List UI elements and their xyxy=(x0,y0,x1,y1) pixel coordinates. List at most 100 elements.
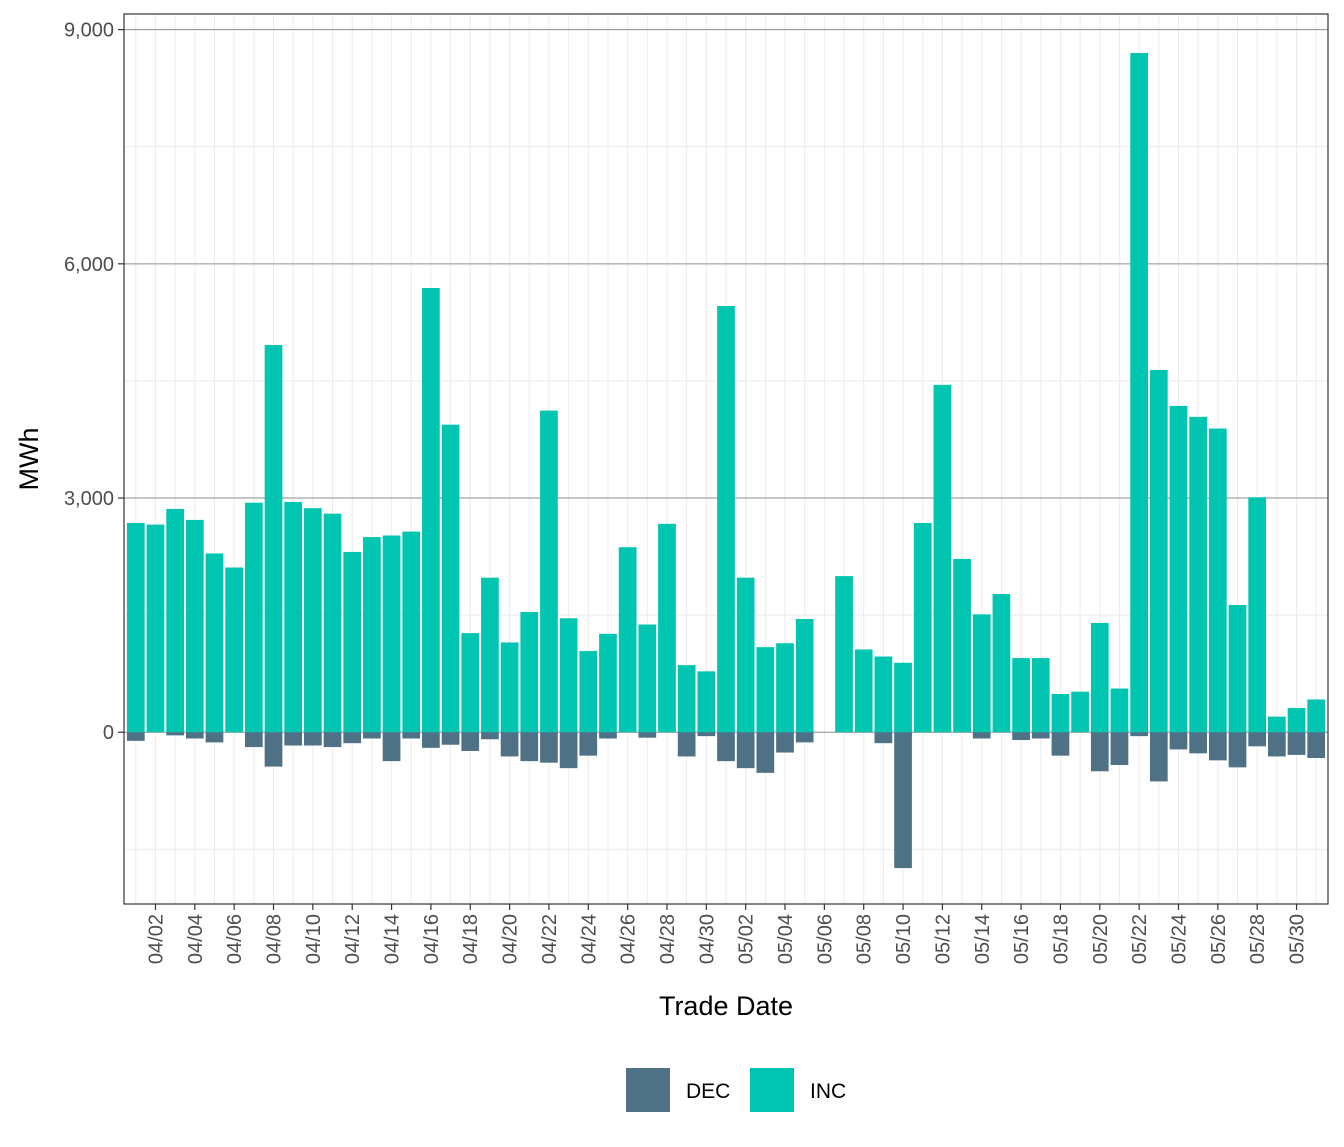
x-tick-label: 05/08 xyxy=(854,914,876,964)
bar-inc-04-06 xyxy=(225,567,244,733)
bar-dec-04-14 xyxy=(382,732,401,762)
bar-dec-05-02 xyxy=(736,732,755,769)
bar-dec-04-03 xyxy=(166,732,185,736)
legend-label-inc: INC xyxy=(810,1080,846,1103)
bar-inc-05-20 xyxy=(1090,622,1109,733)
x-tick-label: 04/04 xyxy=(185,914,207,964)
bar-inc-04-24 xyxy=(579,651,598,733)
bar-dec-04-18 xyxy=(461,732,480,751)
bar-inc-04-30 xyxy=(697,671,716,733)
bar-dec-04-12 xyxy=(343,732,362,744)
x-tick-label: 04/24 xyxy=(578,914,600,964)
x-tick-label: 05/06 xyxy=(814,914,836,964)
bar-inc-05-02 xyxy=(736,577,755,733)
bar-dec-04-17 xyxy=(441,732,460,745)
bars xyxy=(126,53,1326,869)
bar-dec-04-11 xyxy=(323,732,342,748)
x-tick-label: 05/20 xyxy=(1090,914,1112,964)
plot-panel-border xyxy=(123,13,1329,905)
x-tick-label: 04/10 xyxy=(303,914,325,964)
axes: 0 3,000 6,000 9,000 04/02 04/04 04/06 04/08 04/1… xyxy=(64,20,1309,964)
bar-inc-05-26 xyxy=(1208,428,1227,733)
bar-inc-04-16 xyxy=(422,288,440,733)
bar-dec-05-17 xyxy=(1031,732,1050,739)
bar-inc-05-30 xyxy=(1287,708,1306,733)
bar-inc-04-14 xyxy=(382,535,401,733)
bar-inc-04-19 xyxy=(481,577,499,733)
bar-dec-04-24 xyxy=(579,732,598,756)
x-tick-label: 04/08 xyxy=(264,914,286,964)
bar-inc-04-29 xyxy=(677,665,696,733)
bar-dec-04-15 xyxy=(402,732,421,739)
bar-inc-05-12 xyxy=(933,384,952,733)
bar-dec-05-25 xyxy=(1189,732,1208,754)
x-tick-label: 05/16 xyxy=(1011,914,1033,964)
bar-inc-04-11 xyxy=(323,513,342,733)
bar-inc-05-04 xyxy=(776,643,794,733)
bar-dec-04-08 xyxy=(264,732,283,767)
bar-inc-05-22 xyxy=(1130,53,1148,733)
bar-inc-04-02 xyxy=(146,524,165,733)
x-tick-label: 05/02 xyxy=(736,914,758,964)
bar-inc-04-22 xyxy=(540,410,558,733)
legend: DEC INC xyxy=(626,1068,846,1112)
bar-dec-05-10 xyxy=(894,732,912,869)
bar-inc-05-21 xyxy=(1110,688,1129,733)
bar-inc-05-25 xyxy=(1189,416,1208,733)
x-tick-label: 05/04 xyxy=(775,914,797,964)
x-tick-label: 04/18 xyxy=(460,914,482,964)
bar-inc-04-23 xyxy=(559,618,578,733)
legend-key-inc xyxy=(750,1068,794,1112)
bar-inc-04-01 xyxy=(126,523,145,733)
x-tick-label: 04/26 xyxy=(618,914,640,964)
bar-dec-05-22 xyxy=(1130,732,1148,737)
x-tick-label: 04/06 xyxy=(224,914,246,964)
bar-inc-05-03 xyxy=(756,647,775,733)
x-tick-label: 05/24 xyxy=(1168,914,1190,964)
bar-dec-04-20 xyxy=(500,732,519,757)
bar-inc-05-28 xyxy=(1248,497,1267,733)
bar-dec-05-23 xyxy=(1149,732,1168,782)
x-tick-label: 04/12 xyxy=(342,914,364,964)
bar-inc-04-20 xyxy=(500,642,519,733)
bar-inc-05-08 xyxy=(854,649,873,733)
x-tick-label: 04/22 xyxy=(539,914,561,964)
bar-dec-04-05 xyxy=(205,732,224,743)
bar-dec-04-10 xyxy=(304,732,322,746)
bar-dec-04-30 xyxy=(697,732,716,737)
bar-inc-04-25 xyxy=(599,633,617,733)
bar-dec-04-09 xyxy=(284,732,303,746)
y-tick-label: 0 xyxy=(103,722,114,744)
bar-dec-05-26 xyxy=(1208,732,1227,761)
x-tick-label: 04/14 xyxy=(382,914,404,964)
bar-inc-05-31 xyxy=(1307,699,1326,733)
bar-inc-04-08 xyxy=(264,345,283,733)
bar-dec-04-16 xyxy=(422,732,440,748)
y-tick-label: 3,000 xyxy=(64,488,114,510)
x-tick-label: 04/30 xyxy=(696,914,718,964)
bar-inc-05-16 xyxy=(1012,658,1030,733)
bar-dec-04-22 xyxy=(540,732,558,763)
bar-inc-05-09 xyxy=(874,656,893,733)
bar-inc-05-14 xyxy=(972,614,991,733)
bar-dec-04-21 xyxy=(520,732,539,762)
bar-dec-04-01 xyxy=(126,732,145,741)
bar-inc-04-27 xyxy=(638,624,657,733)
bar-dec-05-18 xyxy=(1051,732,1070,756)
bar-inc-04-07 xyxy=(244,502,263,733)
bar-dec-05-31 xyxy=(1307,732,1326,759)
bar-dec-04-19 xyxy=(481,732,499,740)
y-tick-label: 6,000 xyxy=(64,254,114,276)
bar-dec-05-16 xyxy=(1012,732,1030,741)
bar-inc-04-12 xyxy=(343,551,362,733)
bar-dec-05-01 xyxy=(717,732,735,762)
x-tick-label: 04/20 xyxy=(500,914,522,964)
x-tick-label: 05/30 xyxy=(1287,914,1309,964)
bar-inc-05-24 xyxy=(1169,405,1188,733)
bar-inc-05-13 xyxy=(953,558,971,733)
bar-dec-05-04 xyxy=(776,732,794,753)
bar-inc-05-19 xyxy=(1071,691,1089,733)
bar-dec-05-30 xyxy=(1287,732,1306,755)
bar-inc-05-23 xyxy=(1149,370,1168,733)
